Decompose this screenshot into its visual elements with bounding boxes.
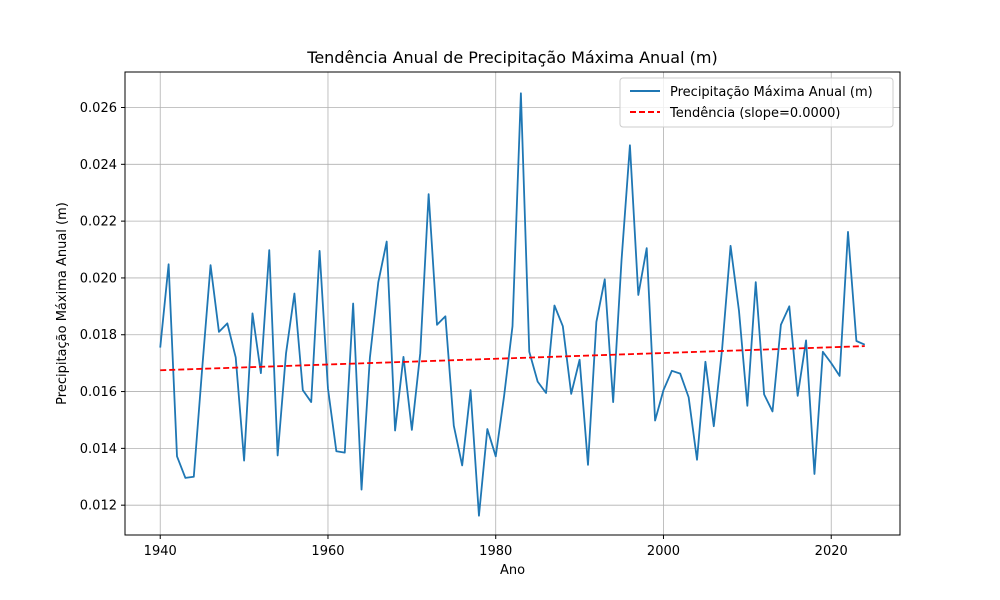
x-tick-label: 2000: [647, 544, 680, 559]
series-line-trend: [160, 345, 865, 372]
legend: Precipitação Máxima Anual (m) Tendência …: [619, 77, 894, 128]
y-tick-label: 0.012: [80, 499, 117, 514]
x-axis-label: Ano: [500, 563, 525, 578]
legend-label-trend: Tendência (slope=0.0000): [669, 106, 840, 121]
chart-title: Tendência Anual de Precipitação Máxima A…: [306, 48, 717, 67]
series-line-precipitation: [159, 92, 866, 517]
y-tick-label: 0.024: [80, 158, 117, 173]
y-tick-label: 0.026: [80, 101, 117, 116]
x-tick-label: 1980: [479, 544, 512, 559]
x-tick-label: 2020: [815, 544, 848, 559]
y-tick-label: 0.022: [80, 215, 117, 230]
y-tick-label: 0.016: [80, 385, 117, 400]
axis-ticks: 1940 1960 1980 2000 2020 0.012 0.014 0.016 0.018…: [80, 101, 848, 559]
legend-label-precipitation: Precipitação Máxima Anual (m): [670, 85, 873, 100]
y-tick-label: 0.018: [80, 328, 117, 343]
x-tick-label: 1960: [311, 544, 344, 559]
x-tick-label: 1940: [144, 544, 177, 559]
y-tick-label: 0.020: [80, 271, 117, 286]
plot-frame: [124, 71, 901, 536]
y-tick-label: 0.014: [80, 442, 117, 457]
legend-box: [619, 77, 894, 128]
series-layer: [159, 92, 866, 517]
y-axis-label: Precipitação Máxima Anual (m): [55, 202, 70, 405]
